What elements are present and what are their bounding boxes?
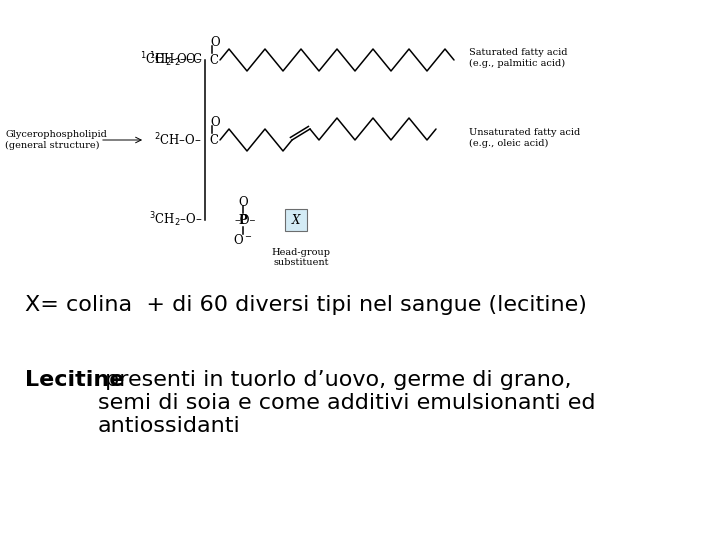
Text: C: C xyxy=(209,133,218,146)
Text: C: C xyxy=(209,53,218,66)
Text: $^1$CH$_2$–O–C: $^1$CH$_2$–O–C xyxy=(140,51,202,69)
Text: Unsaturated fatty acid
(e.g., oleic acid): Unsaturated fatty acid (e.g., oleic acid… xyxy=(469,128,580,148)
Text: Glycerophospholipid
(general structure): Glycerophospholipid (general structure) xyxy=(5,130,107,150)
Text: $^1$CH$_2$–O–: $^1$CH$_2$–O– xyxy=(148,51,202,69)
Text: Lecitine: Lecitine xyxy=(25,370,125,390)
Text: $^2$CH–O–: $^2$CH–O– xyxy=(154,132,202,148)
Text: O: O xyxy=(210,117,220,130)
Text: $^3$CH$_2$–O–: $^3$CH$_2$–O– xyxy=(148,211,202,229)
Text: Head-group
substituent: Head-group substituent xyxy=(271,248,330,267)
Text: P: P xyxy=(238,213,248,226)
Text: X: X xyxy=(292,213,300,226)
Text: –O–: –O– xyxy=(234,213,256,226)
Text: O: O xyxy=(210,37,220,50)
Text: O: O xyxy=(238,197,248,210)
Bar xyxy=(285,209,307,231)
Text: X= colina  + di 60 diversi tipi nel sangue (lecitine): X= colina + di 60 diversi tipi nel sangu… xyxy=(25,295,587,315)
Text: Saturated fatty acid
(e.g., palmitic acid): Saturated fatty acid (e.g., palmitic aci… xyxy=(469,48,567,68)
Text: O$^-$: O$^-$ xyxy=(233,233,253,247)
Text: presenti in tuorlo d’uovo, germe di grano,
semi di soia e come additivi emulsion: presenti in tuorlo d’uovo, germe di gran… xyxy=(98,370,595,436)
